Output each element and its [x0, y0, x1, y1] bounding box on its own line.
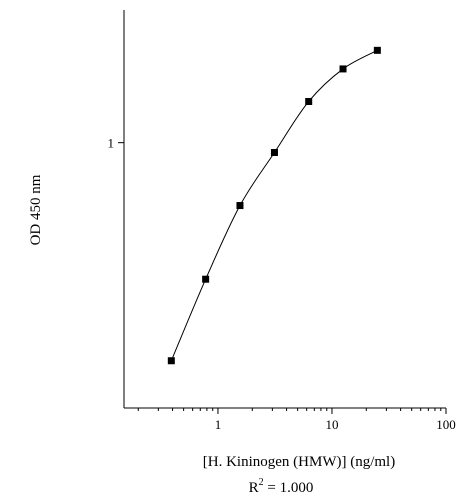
r-squared-exponent: 2 [259, 477, 264, 488]
data-point [339, 65, 347, 73]
data-point [236, 202, 244, 210]
x-axis-ticks: 1 10 100 [137, 408, 456, 432]
x-tick-label: 100 [436, 417, 456, 432]
y-axis-label: OD 450 nm [28, 174, 44, 245]
data-point [373, 46, 381, 54]
axes [123, 10, 446, 409]
x-axis-label: [H. Kininogen (HMW)] (ng/ml) [203, 454, 395, 470]
x-tick-label: 1 [215, 417, 222, 432]
data-points [167, 46, 381, 365]
data-point [202, 275, 210, 283]
y-axis-ticks: 1 [108, 136, 124, 151]
data-point [305, 97, 313, 105]
r-squared-value: = 1.000 [264, 480, 314, 496]
data-point [270, 148, 278, 156]
y-tick-label: 1 [108, 136, 115, 151]
r-squared-base: R [249, 480, 259, 496]
x-tick-label: 10 [325, 417, 338, 432]
fit-curve [170, 49, 378, 361]
r-squared-annotation: R2 = 1.000 [249, 477, 314, 496]
data-point [167, 357, 175, 365]
